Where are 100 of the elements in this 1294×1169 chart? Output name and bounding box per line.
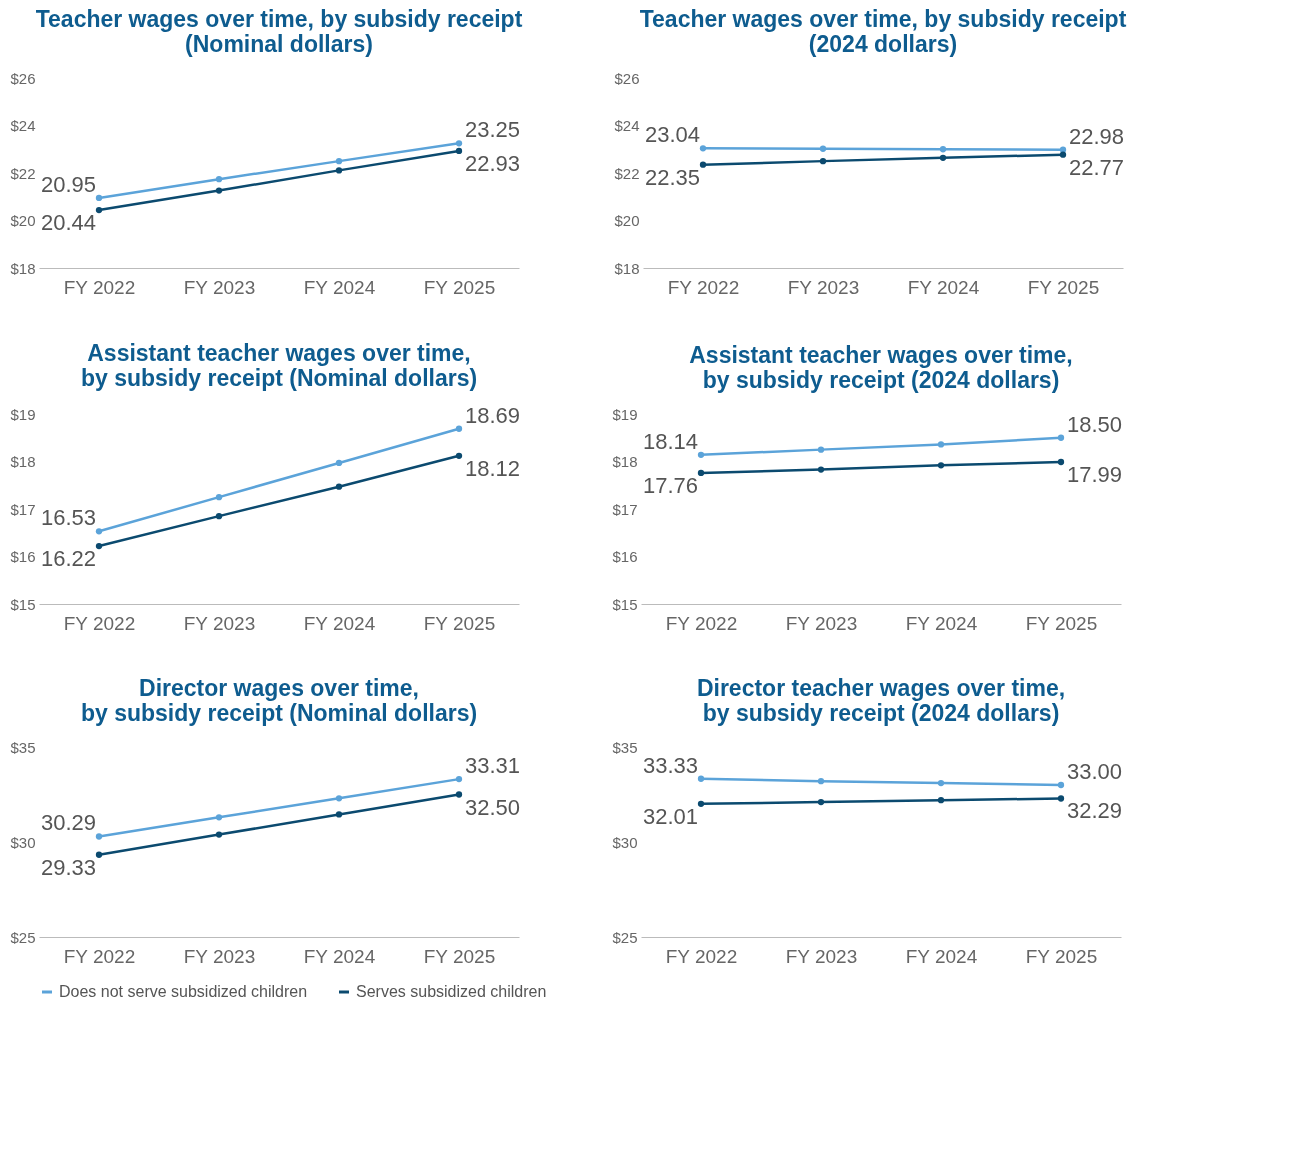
point [1059, 151, 1067, 158]
point [95, 194, 103, 202]
y-tick-label: $30 [612, 833, 638, 851]
x-tick-label: FY 2025 [423, 276, 496, 298]
x-tick-label: FY 2022 [667, 276, 740, 298]
y-tick-label: $18 [10, 259, 36, 277]
point [817, 446, 825, 453]
y-tick-label: $35 [612, 738, 638, 756]
point [1057, 781, 1065, 789]
point [95, 851, 103, 858]
data-label: 17.76 [642, 472, 698, 498]
x-tick-label: FY 2025 [1025, 945, 1098, 967]
data-label: 18.50 [1067, 411, 1123, 437]
point [215, 831, 223, 838]
x-tick-label: FY 2023 [183, 612, 256, 634]
x-tick-label: FY 2022 [63, 945, 136, 967]
x-tick-label: FY 2024 [905, 612, 978, 634]
y-tick-label: $20 [10, 212, 36, 229]
point [697, 775, 705, 782]
legend-label: Does not serve subsidized children [59, 983, 308, 1000]
x-tick-label: FY 2023 [787, 276, 860, 298]
point [1057, 458, 1065, 466]
point [819, 157, 827, 165]
data-label: 16.22 [40, 546, 96, 572]
x-tick-label: FY 2022 [665, 945, 738, 967]
chart-title: Assistant teacher wages over time, by subsidy receipt (2024 dollars) [689, 342, 1073, 393]
data-label: 33.33 [642, 752, 698, 778]
point [455, 791, 463, 798]
y-tick-label: $30 [10, 833, 36, 851]
point [937, 462, 945, 469]
data-label: 22.93 [465, 150, 521, 176]
point [455, 425, 463, 432]
data-label: 22.35 [644, 164, 700, 190]
x-tick-label: FY 2025 [423, 945, 496, 967]
point [95, 833, 103, 840]
x-tick-label: FY 2022 [665, 612, 738, 634]
point [95, 528, 103, 535]
point [937, 441, 945, 448]
y-tick-label: $19 [612, 405, 638, 423]
x-tick-label: FY 2023 [183, 276, 256, 298]
point [215, 176, 223, 183]
y-tick-label: $15 [10, 595, 36, 613]
point [699, 145, 707, 152]
point [939, 154, 947, 161]
y-tick-label: $18 [614, 259, 640, 277]
data-label: 30.29 [40, 810, 96, 836]
data-label: 17.99 [1067, 461, 1123, 487]
point [937, 797, 945, 804]
chart-title: Director wages over time, by subsidy receipt (Nominal dollars) [80, 675, 478, 726]
point [455, 147, 463, 155]
data-label: 20.44 [40, 210, 96, 236]
x-tick-label: FY 2024 [905, 945, 978, 967]
x-tick-label: FY 2023 [183, 945, 256, 967]
y-tick-label: $25 [612, 928, 638, 946]
y-tick-label: $15 [612, 595, 638, 613]
point [335, 811, 343, 818]
point [817, 778, 825, 785]
point [215, 493, 223, 501]
point [817, 466, 825, 473]
x-tick-label: FY 2022 [63, 612, 136, 634]
point [335, 483, 343, 490]
data-label: 32.01 [642, 803, 698, 829]
y-tick-label: $25 [10, 928, 36, 946]
x-tick-label: FY 2024 [303, 945, 376, 967]
data-label: 18.14 [642, 428, 698, 454]
data-label: 18.12 [465, 455, 521, 481]
point [455, 452, 463, 459]
y-tick-label: $17 [10, 500, 36, 518]
x-tick-label: FY 2024 [303, 276, 376, 298]
data-label: 18.69 [465, 402, 521, 428]
data-label: 32.29 [1067, 798, 1123, 824]
y-tick-label: $24 [614, 117, 640, 134]
x-tick-label: FY 2025 [423, 612, 496, 634]
point [939, 146, 947, 153]
legend-label: Serves subsidized children [356, 983, 547, 1000]
data-label: 32.50 [465, 794, 521, 820]
data-label: 23.04 [644, 122, 700, 148]
y-tick-label: $22 [614, 164, 640, 182]
point [1057, 795, 1065, 802]
point [95, 206, 103, 214]
point [817, 798, 825, 806]
chart-title: Assistant teacher wages over time, by subsidy receipt (Nominal dollars) [80, 339, 478, 391]
point [1059, 146, 1067, 153]
chart-title: Director teacher wages over time, by subsidy receipt (2024 dollars) [696, 675, 1066, 726]
data-label: 23.25 [465, 117, 521, 143]
point [697, 469, 705, 477]
data-label: 33.31 [465, 753, 521, 779]
y-tick-label: $16 [10, 548, 36, 565]
x-tick-label: FY 2025 [1027, 276, 1100, 298]
point [335, 167, 343, 174]
point [215, 814, 223, 821]
data-label: 22.98 [1069, 123, 1125, 149]
point [215, 512, 223, 520]
data-label: 29.33 [40, 854, 96, 880]
point [697, 451, 705, 459]
point [95, 542, 103, 550]
point [455, 775, 463, 783]
point [697, 800, 705, 807]
y-tick-label: $20 [614, 212, 640, 229]
y-tick-label: $18 [10, 453, 36, 470]
